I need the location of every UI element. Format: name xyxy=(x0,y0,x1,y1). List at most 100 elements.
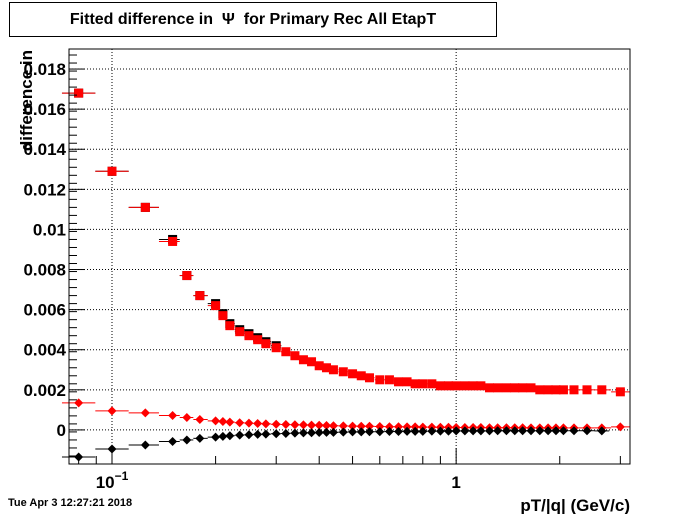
x-tick-labels: 10−1 1 xyxy=(96,469,461,492)
square-marker xyxy=(253,335,263,345)
square-marker xyxy=(435,381,445,391)
diamond-marker xyxy=(281,420,291,430)
diamond-marker xyxy=(364,427,374,437)
diamond-marker xyxy=(410,426,420,436)
square-marker xyxy=(535,385,545,395)
diamond-marker xyxy=(615,422,625,432)
square-marker xyxy=(271,343,281,353)
square-marker xyxy=(493,383,503,393)
square-marker xyxy=(402,377,412,387)
square-marker xyxy=(582,385,592,395)
diamond-marker xyxy=(168,410,178,420)
y-axis-label: difference in xyxy=(17,50,36,151)
square-marker xyxy=(443,381,453,391)
diamond-marker xyxy=(244,430,254,440)
diamond-marker xyxy=(307,420,317,430)
diamond-marker xyxy=(338,427,348,437)
y-tick-label: 0.006 xyxy=(23,301,66,320)
diamond-marker xyxy=(535,426,545,436)
square-marker xyxy=(235,327,245,337)
diamond-marker xyxy=(402,426,412,436)
diamond-marker xyxy=(244,418,254,428)
square-marker xyxy=(211,301,221,311)
square-marker xyxy=(569,385,579,395)
square-marker xyxy=(140,202,150,212)
diamond-marker xyxy=(140,440,150,450)
diamond-marker xyxy=(218,431,228,441)
diamond-marker xyxy=(356,421,366,431)
diamond-marker xyxy=(338,421,348,431)
square-marker xyxy=(290,351,300,361)
square-marker xyxy=(74,88,84,98)
diamond-marker xyxy=(501,426,511,436)
square-marker xyxy=(615,387,625,397)
diamond-marker xyxy=(218,416,228,426)
diamond-marker xyxy=(328,427,338,437)
diamond-marker xyxy=(460,426,470,436)
diamond-marker xyxy=(298,420,308,430)
square-marker xyxy=(168,236,178,246)
diamond-marker xyxy=(314,428,324,438)
y-tick-label: 0.004 xyxy=(23,341,66,360)
timestamp: Tue Apr 3 12:27:21 2018 xyxy=(8,497,133,509)
diamond-marker xyxy=(384,427,394,437)
diamond-marker xyxy=(443,426,453,436)
square-marker xyxy=(328,365,338,375)
diamond-marker xyxy=(435,426,445,436)
square-marker xyxy=(518,383,528,393)
diamond-marker xyxy=(195,433,205,443)
diamond-marker xyxy=(543,426,553,436)
square-marker xyxy=(468,381,478,391)
diamond-marker xyxy=(261,429,271,439)
y-tick-label: 0.018 xyxy=(23,60,66,79)
diamond-marker xyxy=(107,406,117,416)
x-error-bars xyxy=(61,92,630,458)
diamond-marker xyxy=(558,426,568,436)
x-tick-label-exponent: −1 xyxy=(115,469,129,483)
plot-frame xyxy=(68,48,631,465)
diamond-marker xyxy=(235,418,245,428)
square-marker xyxy=(338,367,348,377)
diamond-marker xyxy=(485,426,495,436)
diamond-marker xyxy=(476,426,486,436)
x-tick-label: 1 xyxy=(451,473,460,492)
diamond-marker xyxy=(298,428,308,438)
square-marker xyxy=(195,291,205,301)
diamond-marker xyxy=(314,420,324,430)
diamond-marker xyxy=(195,414,205,424)
square-marker xyxy=(107,166,117,176)
square-marker xyxy=(394,377,404,387)
diamond-marker xyxy=(253,429,263,439)
x-axis-label: pT/|q| (GeV/c) xyxy=(520,496,630,514)
square-marker xyxy=(225,321,235,331)
diamond-marker xyxy=(253,419,263,429)
square-marker xyxy=(281,347,291,357)
square-marker xyxy=(543,385,553,395)
square-marker xyxy=(460,381,470,391)
diamond-marker xyxy=(493,426,503,436)
diamond-marker xyxy=(348,421,358,431)
diamond-marker xyxy=(271,419,281,429)
square-marker xyxy=(597,385,607,395)
diamond-marker xyxy=(140,408,150,418)
diamond-marker xyxy=(211,416,221,426)
diamond-marker xyxy=(468,426,478,436)
square-marker xyxy=(298,355,308,365)
x-tick-label-base: 10 xyxy=(96,473,115,492)
diamond-marker xyxy=(427,426,437,436)
square-marker xyxy=(218,311,228,321)
square-marker xyxy=(410,379,420,389)
diamond-marker xyxy=(271,429,281,439)
diamond-marker xyxy=(225,417,235,427)
y-tick-label: 0.002 xyxy=(23,381,66,400)
diamond-marker xyxy=(225,431,235,441)
square-marker xyxy=(321,363,331,373)
diamond-marker xyxy=(168,437,178,447)
y-tick-label: 0.016 xyxy=(23,100,66,119)
diamond-marker xyxy=(510,426,520,436)
square-marker xyxy=(418,379,428,389)
square-marker xyxy=(307,357,317,367)
diamond-marker xyxy=(451,426,461,436)
diamond-marker xyxy=(182,435,192,445)
